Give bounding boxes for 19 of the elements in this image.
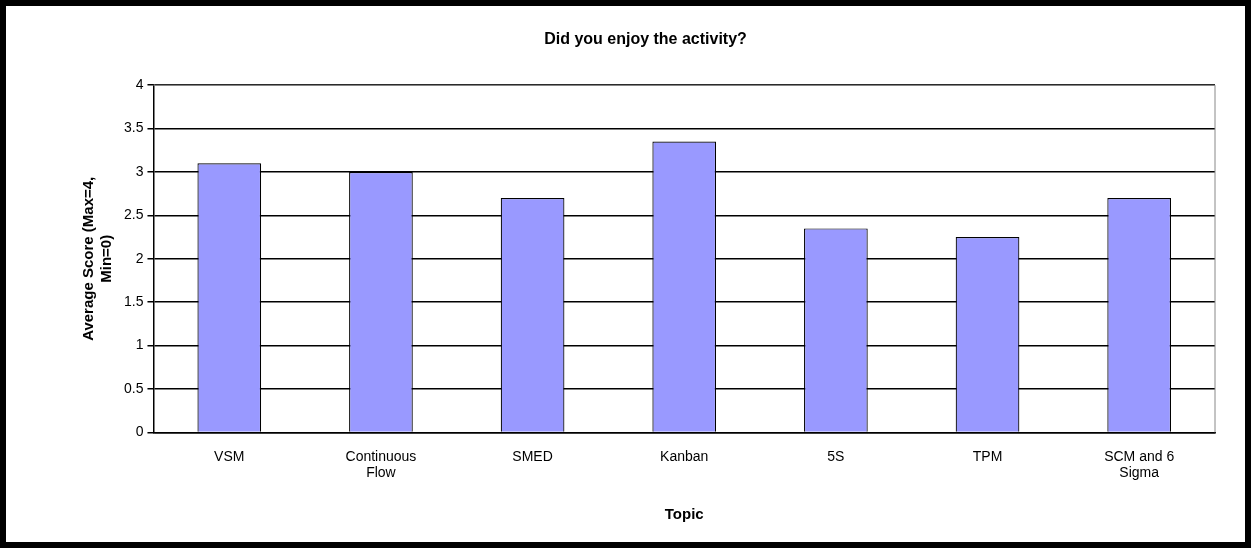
y-tick-label: 1	[135, 336, 144, 353]
x-tick-label: VSM	[214, 447, 245, 464]
y-tick-label: 0	[135, 423, 144, 440]
chart-title: Did you enjoy the activity?	[544, 30, 747, 48]
x-tick-label: Continuous Flow	[345, 447, 417, 481]
y-tick-label: 2	[135, 249, 144, 266]
x-axis-title: Topic	[664, 505, 704, 523]
y-axis-title: Average Score (Max=4, Min=0)	[79, 176, 115, 341]
y-tick-label: 2.5	[123, 206, 144, 223]
y-tick-label: 3.5	[123, 119, 144, 136]
x-tick-label: Kanban	[660, 447, 709, 464]
x-tick-label: 5S	[827, 447, 845, 464]
x-tick-label: SCM and 6 Sigma	[1104, 447, 1175, 481]
y-tick-label: 1.5	[123, 293, 144, 310]
y-tick-label: 4	[135, 76, 144, 93]
x-tick-label: SMED	[512, 447, 553, 464]
x-tick-label: TPM	[972, 447, 1003, 464]
y-tick-label: 0.5	[123, 379, 144, 396]
y-tick-label: 3	[135, 162, 144, 179]
